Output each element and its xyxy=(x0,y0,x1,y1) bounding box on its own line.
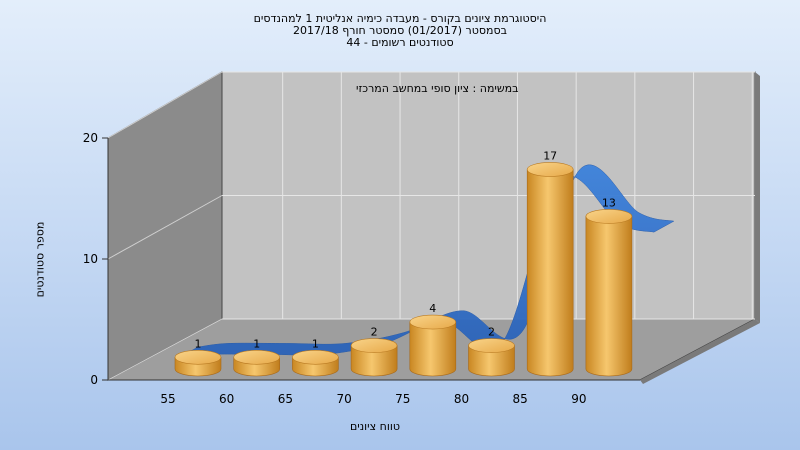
histogram-bar xyxy=(233,349,281,377)
histogram-bar xyxy=(292,349,339,377)
bar-value-label: 1 xyxy=(312,337,319,350)
x-tick-label: 90 xyxy=(571,392,586,406)
y-tick-label: 10 xyxy=(83,252,98,266)
histogram-bar xyxy=(585,209,633,377)
x-tick-label: 65 xyxy=(278,392,293,406)
bar-body xyxy=(350,345,398,377)
x-tick-label: 75 xyxy=(395,392,410,406)
gridline-side xyxy=(107,71,223,139)
x-tick-label: 80 xyxy=(454,392,469,406)
x-tick-label: 60 xyxy=(219,392,234,406)
y-tick-label: 20 xyxy=(83,131,98,145)
gridline-side xyxy=(107,318,223,381)
bar-value-label: 2 xyxy=(371,326,378,339)
bar-value-label: 1 xyxy=(195,337,202,350)
right-rim xyxy=(755,72,760,323)
bar-body xyxy=(468,345,515,377)
bar-top xyxy=(233,349,281,365)
bar-body xyxy=(409,321,457,377)
histogram-bar xyxy=(174,349,222,377)
bar-value-label: 13 xyxy=(602,196,616,209)
chart-annotation: במשימה : ציון סופי במחשב המרכזי xyxy=(356,82,519,95)
chart-title-line-1: היסטוגרמת ציונים בקורס - מעבדה כימיה אנל… xyxy=(253,12,547,25)
bar-top xyxy=(409,314,457,330)
bar-top xyxy=(526,162,574,177)
histogram-bar xyxy=(468,338,515,377)
bar-body xyxy=(585,216,633,377)
bar-value-label: 17 xyxy=(543,149,557,162)
gridline-side xyxy=(107,195,223,260)
bar-top xyxy=(350,338,398,353)
bar-value-label: 1 xyxy=(253,337,260,350)
histogram-bar xyxy=(350,338,398,377)
chart-title-line-2: בסמסטר (01/2017) סמסטר חורף 2017/18 xyxy=(293,24,507,37)
bar-top xyxy=(468,338,515,353)
chart-title-line-3: סטודנטים רשומים - 44 xyxy=(346,36,454,49)
bar-value-label: 2 xyxy=(488,326,495,339)
bar-top xyxy=(174,349,222,365)
bar-top xyxy=(585,209,633,224)
bar-body xyxy=(526,169,574,377)
x-tick-label: 85 xyxy=(513,392,528,406)
x-tick-label: 70 xyxy=(336,392,351,406)
histogram-bar xyxy=(526,162,574,377)
x-tick-label: 55 xyxy=(160,392,175,406)
bar-top xyxy=(292,349,339,365)
histogram-bar xyxy=(409,314,457,377)
y-tick-label: 0 xyxy=(90,373,98,387)
floor-rim xyxy=(640,319,760,384)
x-axis-label: טווח ציונים xyxy=(350,420,400,433)
y-axis-label: מספר סטודנטים xyxy=(33,221,47,298)
bar-value-label: 4 xyxy=(429,302,436,315)
